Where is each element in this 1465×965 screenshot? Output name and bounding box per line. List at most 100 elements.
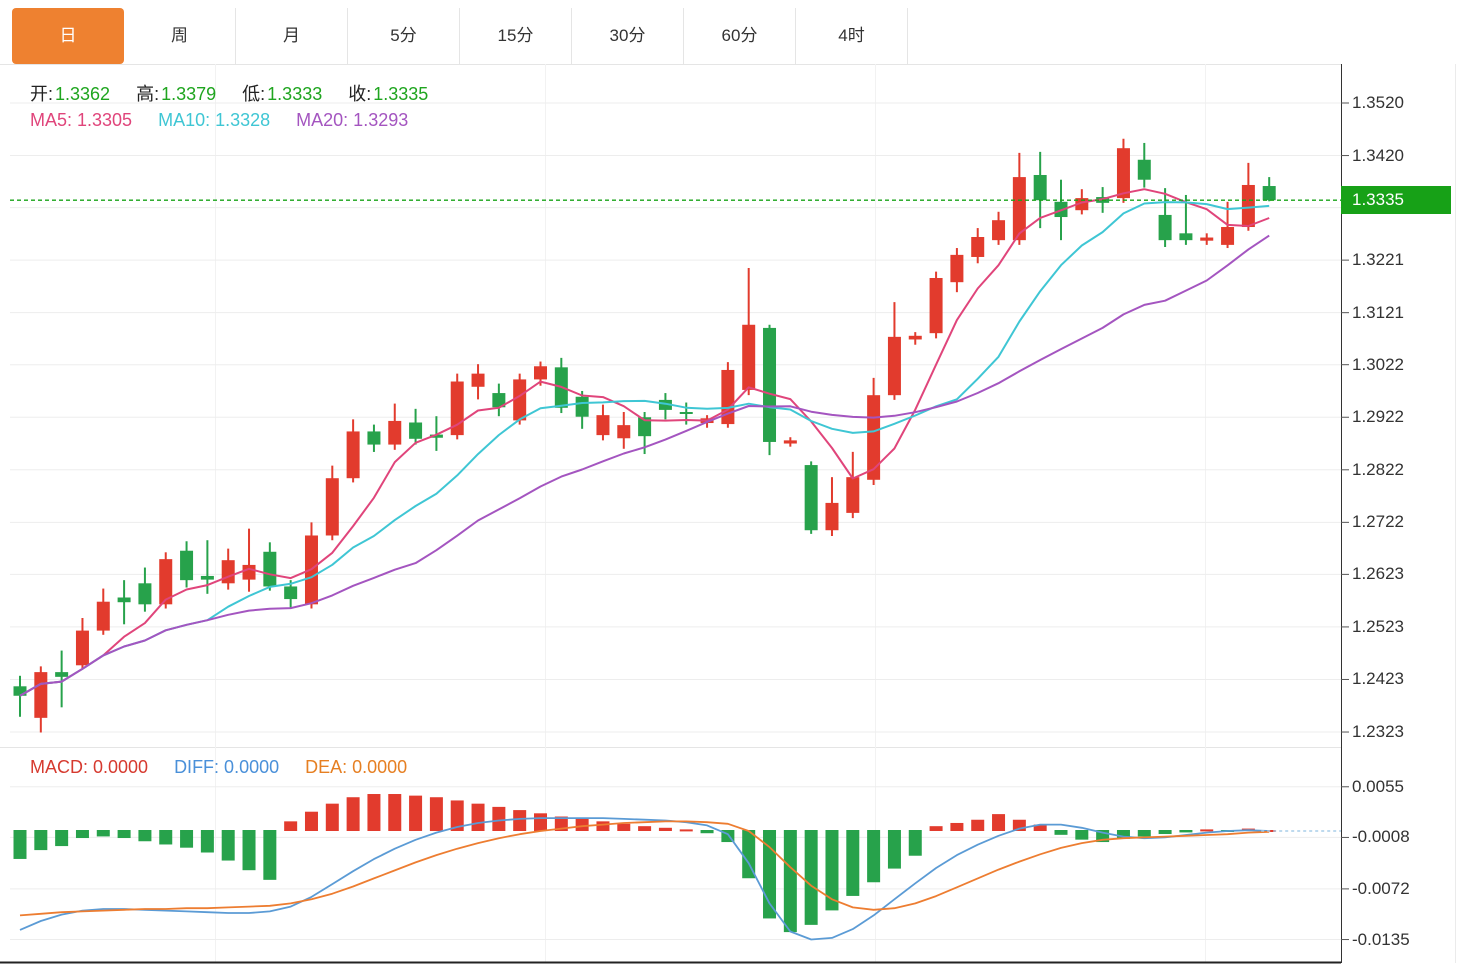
candle-body [96,601,110,631]
ohlc-low-label: 低: [242,84,266,104]
macd-bar [825,830,839,911]
diff-line [19,817,1270,941]
tab-60min[interactable]: 60分 [684,8,796,64]
candle-body [55,672,69,677]
macd-bar [200,830,214,853]
macd-tick-label: -0.0135 [1352,929,1410,949]
candle-body [783,440,797,444]
candle-body [992,220,1006,241]
price-tick-label: 1.2822 [1352,459,1404,479]
price-tick-label: 1.2523 [1352,616,1404,636]
candle-body [887,336,901,396]
candle-body [929,277,943,334]
candle-body [950,254,964,283]
candle-body [971,237,985,257]
tab-5min[interactable]: 5分 [348,8,460,64]
macd-bar [367,794,381,831]
macd-bar [1075,830,1089,840]
macd-bar [96,830,110,837]
macd-bar [429,797,443,831]
candle-body [138,583,152,605]
macd-bar [887,830,901,869]
price-tick-label: 1.2722 [1352,512,1404,532]
macd-bar [221,830,235,861]
macd-bar [242,830,256,871]
candle-body [263,551,277,587]
ohlc-open-label: 开: [30,84,54,104]
macd-bar [513,810,527,831]
macd-bar [409,795,423,831]
macd-bar [117,830,131,839]
candle-body [1012,177,1026,241]
tab-30min[interactable]: 30分 [572,8,684,64]
candle-body [658,399,672,410]
macd-bar [346,797,360,831]
macd-bar [638,826,652,831]
macd-bar [804,830,818,925]
macd-bar [471,803,485,831]
macd-bar [783,830,797,933]
macd-bar [1200,829,1214,832]
candle-body [867,395,881,480]
candle-body [13,686,27,696]
last-price-badge: 1.3335 [1341,186,1451,215]
tab-day[interactable]: 日 [12,8,124,64]
price-tick-label: 1.3022 [1352,354,1404,374]
price-tick-label: 1.2423 [1352,669,1404,689]
macd-bar [450,800,464,831]
candle-body [1221,227,1235,245]
tab-month[interactable]: 月 [236,8,348,64]
macd-bar [1137,830,1151,837]
price-tick-label: 1.3520 [1352,93,1404,112]
macd-bar [992,814,1006,831]
macd-bar [908,830,922,856]
macd-bar [867,830,881,883]
price-tick-label: 1.3221 [1352,250,1404,270]
macd-bar [263,830,277,880]
candle-body [763,327,777,442]
candle-body [1262,186,1276,201]
macd-tick-label: -0.0072 [1352,878,1410,898]
candle-body [284,586,298,600]
macd-bar [325,803,339,831]
candle-body [1200,237,1214,241]
macd-bar [1012,819,1026,831]
candle-body [575,396,589,417]
macd-bar [1033,824,1047,831]
macd-bar [1054,830,1068,835]
tab-4hour[interactable]: 4时 [796,8,908,64]
ma-legend: MA5: 1.3305 MA10: 1.3328 MA20: 1.3293 [30,110,434,131]
tab-week[interactable]: 周 [124,8,236,64]
candle-body [242,564,256,580]
ma-legend-ma10: MA10: 1.3328 [158,110,271,130]
candle-body [846,477,860,513]
candle-body [804,465,818,531]
ma5-line [19,188,1270,697]
macd-bar [658,827,672,831]
candle-body [75,630,89,666]
ohlc-low-value: 1.3333 [267,84,323,104]
candle-body [117,597,131,603]
macd-bar [575,818,589,831]
macd-bar [742,830,756,879]
candle-body [534,366,547,380]
candle-body [638,417,652,437]
macd-bar [596,821,610,831]
candle-body [1241,184,1255,228]
candle-body [200,575,214,580]
price-tick-label: 1.3420 [1352,145,1404,165]
macd-legend-dea: DEA: 0.0000 [305,757,408,777]
candle-body [1158,214,1172,241]
candle-body [429,434,443,438]
price-tick-label: 1.2323 [1352,722,1404,742]
candle-body [367,431,381,445]
ohlc-close-label: 收: [348,84,372,104]
tab-15min[interactable]: 15分 [460,8,572,64]
candle-body [513,379,527,421]
macd-bar [180,830,194,848]
macd-tick-label: 0.0055 [1352,776,1404,796]
ma10-line [19,201,1270,697]
macd-bar [700,830,714,834]
